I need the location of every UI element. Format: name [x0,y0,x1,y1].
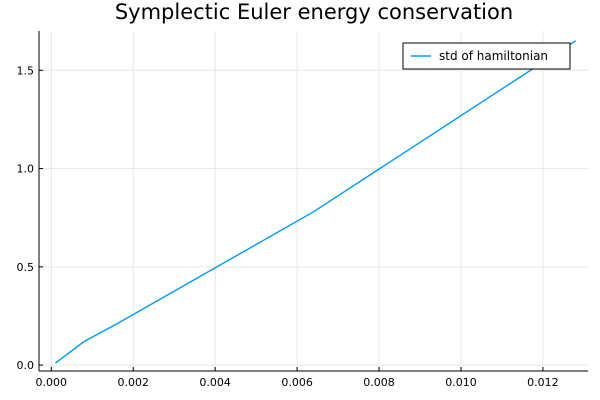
tick-labels: 0.000 0.002 0.004 0.006 0.008 0.010 0.012 0.0 0.… [17,64,559,389]
y-tick-label-1: 0.5 [17,261,35,274]
x-tick-label-4: 0.008 [363,376,395,389]
chart-title: Symplectic Euler energy conservation [115,0,513,24]
y-tick-label-0: 0.0 [17,359,35,372]
x-tick-label-1: 0.002 [117,376,149,389]
x-tick-label-2: 0.004 [199,376,231,389]
series-line-0 [54,40,577,364]
legend-label-0: std of hamiltonian [439,49,548,63]
x-tick-label-6: 0.012 [527,376,559,389]
series-layer [54,40,577,364]
axes [38,31,588,372]
legend: std of hamiltonian [402,42,571,70]
x-tick-label-5: 0.010 [445,376,477,389]
y-tick-label-2: 1.0 [17,163,35,176]
y-tick-label-3: 1.5 [17,64,35,77]
x-tick-label-3: 0.006 [281,376,313,389]
grid-lines [39,31,588,371]
x-tick-label-0: 0.000 [36,376,68,389]
